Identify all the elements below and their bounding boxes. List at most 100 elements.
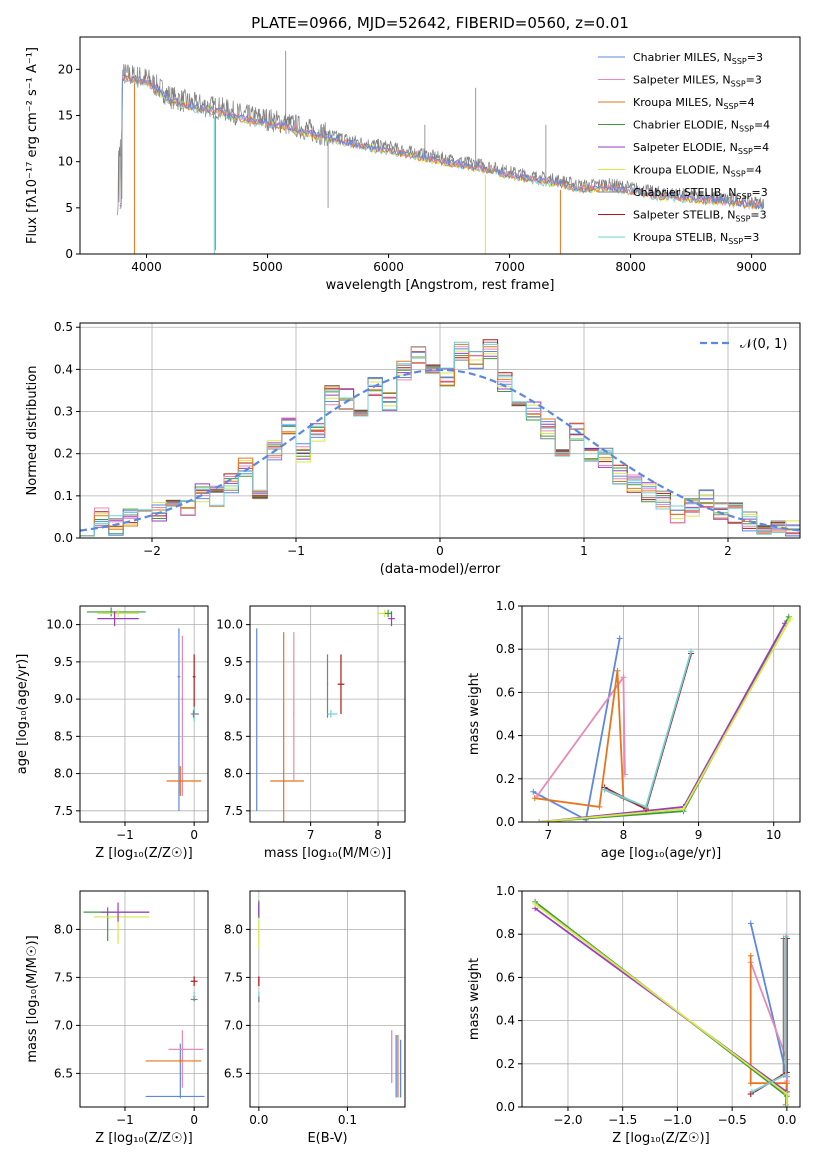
y-tick-label: 10.0	[216, 618, 243, 632]
panel-massweight-vs-Z: −2.0 −1.5 −1.0 −0.5 0.0 0.0 0.2 0.4 0.6 0.8 1.0 Z […	[467, 884, 801, 1146]
x-tick-label: 2	[724, 544, 732, 558]
x-axis-label: (data-model)/error	[380, 562, 501, 577]
x-tick-label: −0.5	[718, 1113, 747, 1127]
legend-subscript: SSP	[728, 237, 743, 246]
y-axis-label: Flux [fλ10⁻¹⁷ erg cm⁻² s⁻¹ A⁻¹]	[25, 47, 40, 244]
x-tick-label: 1	[580, 544, 588, 558]
x-tick-label: 0	[190, 828, 198, 842]
legend-subscript: SSP	[735, 215, 750, 224]
y-tick-label: 7.5	[54, 804, 73, 818]
y-tick-label: 7.0	[54, 1018, 73, 1032]
x-axis-label: Z [log₁₀(Z/Z☉)]	[95, 846, 192, 861]
legend-suffix: =4	[753, 141, 769, 154]
x-tick-label: −1	[287, 544, 305, 558]
x-tick-label: 7000	[494, 260, 525, 274]
y-tick-label: 10.0	[46, 618, 73, 632]
y-tick-label: 8.0	[54, 767, 73, 781]
panel-mass-vs-Z: −1 0 6.5 7.0 7.5 8.0 Z [log₁₀(Z/Z☉)] mass [log₁…	[25, 890, 209, 1146]
y-tick-label: 0.4	[496, 1014, 515, 1028]
model-fit-line	[119, 72, 765, 211]
x-tick-label: 0.0	[249, 1113, 268, 1127]
weight-line	[539, 616, 790, 822]
legend-suffix: =3	[752, 186, 768, 199]
x-tick-label: 8	[620, 828, 628, 842]
y-tick-label: 8.0	[224, 922, 243, 936]
y-tick-label: 0.6	[496, 970, 515, 984]
legend-suffix: =4	[738, 96, 754, 109]
x-axis-label: mass [log₁₀(M/M☉)]	[264, 846, 391, 861]
y-tick-label: 9.5	[224, 655, 243, 669]
x-tick-label: 0.0	[777, 1113, 796, 1127]
x-tick-label: 5000	[252, 260, 283, 274]
legend-subscript: SSP	[738, 147, 753, 156]
legend-suffix: =3	[746, 74, 762, 87]
legend-label: Chabrier MILES, NSSP=3	[633, 51, 763, 66]
legend: Chabrier MILES, NSSP=3 Salpeter MILES, NS…	[598, 51, 770, 246]
x-tick-label: −1.5	[608, 1113, 637, 1127]
x-tick-label: −1	[116, 1113, 134, 1127]
y-tick-label: 5	[65, 201, 73, 215]
y-tick-label: 9.0	[54, 692, 73, 706]
histogram-step	[80, 343, 800, 538]
weight-line	[532, 638, 621, 822]
model-fit-line	[119, 75, 764, 211]
y-tick-label: 0.2	[54, 447, 73, 461]
y-tick-label: 0.8	[496, 927, 515, 941]
weight-line	[536, 674, 626, 797]
axes-frame	[79, 36, 801, 255]
legend-suffix: =4	[754, 119, 770, 132]
plot-area	[117, 50, 765, 254]
legend-label: Kroupa ELODIE, NSSP=4	[633, 164, 762, 179]
legend-subscript: SSP	[732, 57, 747, 66]
y-tick-label: 0.4	[496, 729, 515, 743]
y-tick-label: 0.0	[496, 815, 515, 829]
y-tick-label: 0.4	[54, 362, 73, 376]
x-axis-label: Z [log₁₀(Z/Z☉)]	[95, 1131, 192, 1146]
y-tick-label: 7.5	[224, 804, 243, 818]
y-tick-label: 8.5	[54, 729, 73, 743]
legend-subscript: SSP	[731, 170, 746, 179]
axes-frame	[79, 890, 209, 1108]
y-tick-label: 0	[65, 247, 73, 261]
x-tick-label: 8	[374, 828, 382, 842]
x-tick-label: 0.1	[338, 1113, 357, 1127]
weight-line	[749, 961, 788, 1082]
weight-line	[534, 670, 625, 808]
y-tick-label: 0.6	[496, 685, 515, 699]
axes-frame	[249, 605, 406, 823]
y-tick-label: 0.8	[496, 642, 515, 656]
x-tick-label: −1.0	[663, 1113, 692, 1127]
legend-suffix: =3	[747, 51, 763, 64]
panel-spectrum: 4000 5000 6000 7000 8000 9000 0 5 10 15 20 waveleng…	[25, 36, 801, 293]
x-tick-label: 0	[190, 1113, 198, 1127]
x-tick-label: 9000	[736, 260, 767, 274]
plot-area	[86, 607, 202, 811]
x-axis-label: E(B-V)	[307, 1131, 347, 1146]
panel-massweight-vs-age: 7 8 9 10 0.0 0.2 0.4 0.6 0.8 1.0 age [log₁₀(age/yr…	[467, 599, 801, 861]
y-tick-label: 7.5	[224, 970, 243, 984]
panel-mass-vs-EBV: 0.0 0.1 6.5 7.0 7.5 8.0 E(B-V)	[224, 890, 406, 1146]
plot-area	[256, 609, 395, 822]
legend-label: Kroupa MILES, NSSP=4	[633, 96, 755, 111]
x-tick-label: 7	[307, 828, 315, 842]
y-tick-label: 1.0	[496, 599, 515, 613]
panel-age-vs-Z: −1 0 7.5 8.0 8.5 9.0 9.5 10.0 Z [log₁₀(Z/Z☉)] age…	[15, 605, 209, 861]
legend-subscript: SSP	[737, 192, 752, 201]
plot-area	[83, 902, 205, 1099]
x-axis-label: wavelength [Angstrom, rest frame]	[326, 278, 555, 293]
y-tick-label: 8.0	[224, 767, 243, 781]
y-tick-label: 0.1	[54, 489, 73, 503]
y-tick-label: 0.3	[54, 405, 73, 419]
plot-area	[530, 613, 794, 822]
axes-frame	[521, 890, 801, 1108]
x-axis-label: age [log₁₀(age/yr)]	[601, 846, 722, 861]
plot-area	[80, 339, 800, 538]
plot-area	[258, 900, 402, 1098]
y-axis-label: mass weight	[467, 673, 482, 755]
x-tick-label: 9	[695, 828, 703, 842]
plot-area	[532, 898, 790, 1107]
x-tick-label: −2.0	[553, 1113, 582, 1127]
x-tick-label: −2	[143, 544, 161, 558]
weight-line	[751, 936, 787, 1093]
y-axis-label: age [log₁₀(age/yr)]	[15, 654, 30, 775]
